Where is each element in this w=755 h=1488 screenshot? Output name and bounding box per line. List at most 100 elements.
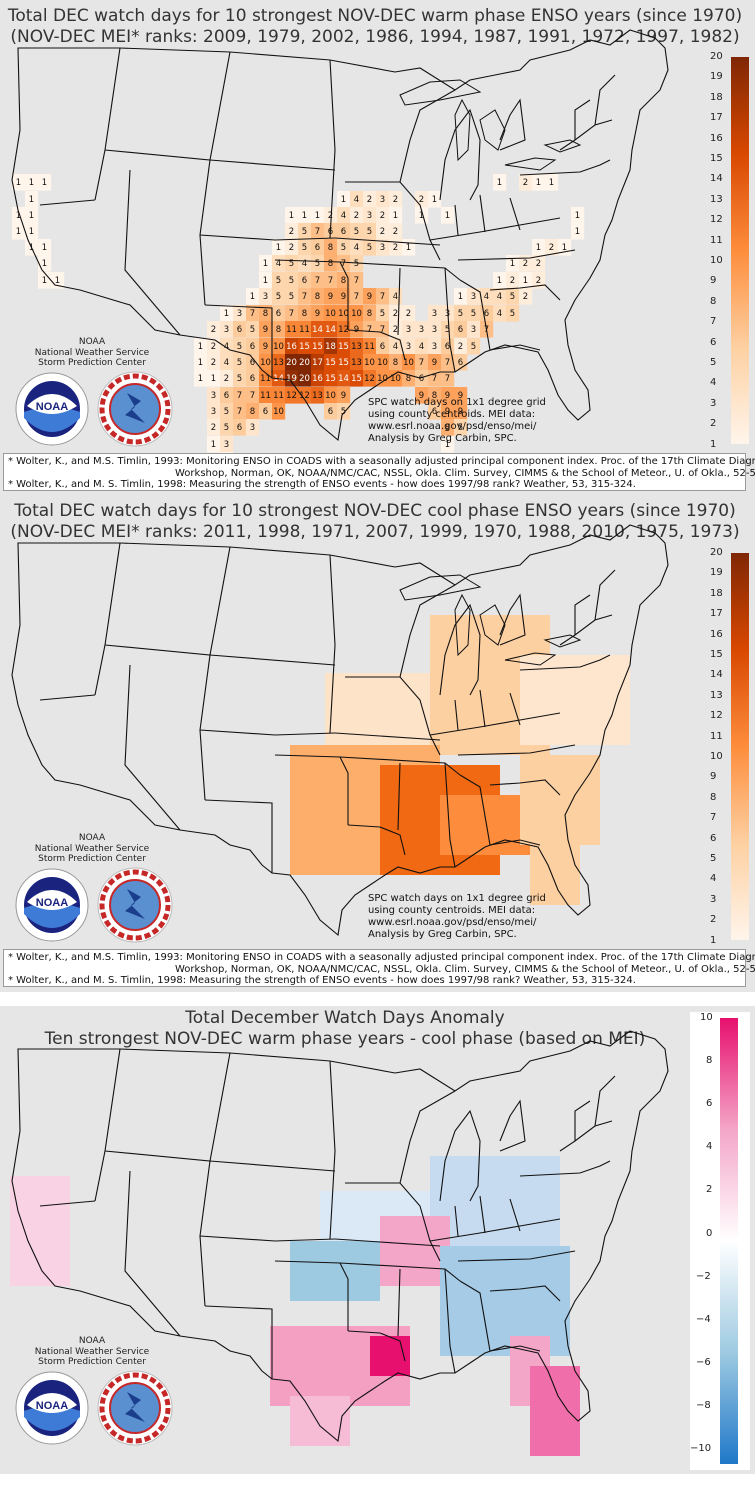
grid-cell-label: 1 <box>562 243 567 253</box>
anomaly-panel-subtitle: Ten strongest NOV-DEC warm phase years -… <box>44 1029 646 1049</box>
grid-cell <box>389 338 403 355</box>
grid-cell-label: 5 <box>367 227 372 237</box>
cool-panel-subtitle: (NOV-DEC MEI* ranks: 2011, 1998, 1971, 2… <box>10 522 740 542</box>
grid-cell-label: 5 <box>354 259 359 269</box>
cb-tick: 15 <box>710 649 723 660</box>
grid-cell <box>389 207 403 224</box>
grid-cell-label: 15 <box>312 342 323 352</box>
grid-cell <box>350 370 364 387</box>
grid-cell-label: 3 <box>250 423 255 433</box>
grid-cell-label: 7 <box>354 276 359 286</box>
grid-cell-label: 10 <box>273 342 284 352</box>
grid-cell <box>428 191 442 208</box>
grid-cell <box>246 419 260 436</box>
logo-caption: NOAA National Weather Service Storm Predic… <box>34 1336 150 1367</box>
cb-tick: 4 <box>710 873 717 885</box>
grid-cell-label: 1 <box>211 374 216 384</box>
grid-cell-label: 3 <box>211 407 216 417</box>
grid-cell-label: 2 <box>380 211 385 221</box>
grid-cell-label: 15 <box>299 342 310 352</box>
grid-cell-label: 2 <box>393 195 398 205</box>
grid-cell <box>311 239 325 256</box>
grid-cell <box>363 223 377 240</box>
anomaly-grid-cells <box>10 1156 580 1456</box>
grid-cell-label: 1 <box>250 292 255 302</box>
grid-cell-label: 1 <box>445 211 450 221</box>
grid-cell <box>337 354 351 371</box>
grid-cell-label: 1 <box>263 259 268 269</box>
grid-cell-label: 2 <box>367 195 372 205</box>
grid-cell <box>376 191 390 208</box>
grid-cell <box>324 321 338 338</box>
grid-cell <box>441 387 455 404</box>
grid-cell-label: 1 <box>523 276 528 286</box>
grid-cell-label: 5 <box>380 309 385 319</box>
grid-cell-label: 5 <box>471 342 476 352</box>
grid-cell <box>376 370 390 387</box>
grid-cell <box>441 370 455 387</box>
grid-cell-label: 5 <box>458 309 463 319</box>
grid-cell-label: 5 <box>341 407 346 417</box>
grid-cell-label: 11 <box>260 374 271 384</box>
cb-tick: 15 <box>710 153 723 164</box>
grid-cell-label: 5 <box>289 276 294 286</box>
grid-cell <box>220 419 234 436</box>
grid-cell <box>428 321 442 338</box>
cool-panel-title: Total DEC watch days for 10 strongest NO… <box>14 501 736 521</box>
grid-cell <box>376 288 390 305</box>
noaa-logo-icon: NOAA <box>15 868 89 942</box>
grid-cell <box>376 305 390 322</box>
grid-cell <box>545 239 559 256</box>
grid-cell-label: 1 <box>536 243 541 253</box>
grid-cell <box>337 403 351 420</box>
cb-tick: 11 <box>710 730 723 742</box>
grid-cell <box>246 354 260 371</box>
grid-cell-label: 7 <box>328 276 333 286</box>
grid-cell <box>25 174 39 191</box>
cb-tick: 16 <box>710 628 723 640</box>
grid-cell-label: 1 <box>263 276 268 286</box>
grid-cell <box>246 370 260 387</box>
grid-cell-label: 1 <box>29 211 34 221</box>
grid-cell-label: 3 <box>432 342 437 352</box>
grid-cell-label: 6 <box>380 342 385 352</box>
grid-cell-label: 4 <box>224 358 229 368</box>
cb-tick: 10 <box>710 751 723 762</box>
grid-cell-label: 1 <box>16 178 21 188</box>
grid-cell <box>220 354 234 371</box>
grid-cell <box>376 207 390 224</box>
grid-cell <box>298 370 312 387</box>
grid-cell-label: 1 <box>42 276 47 286</box>
grid-cell <box>324 338 338 355</box>
grid-cell <box>311 288 325 305</box>
grid-cell <box>207 419 221 436</box>
cb-tick: 2 <box>710 418 717 430</box>
grid-cell-label: 10 <box>325 391 336 401</box>
grid-cell-label: 13 <box>312 391 323 401</box>
grid-cell-label: 2 <box>354 211 359 221</box>
grid-cell-label: 16 <box>286 342 297 352</box>
noaa-logo-icon: NOAA <box>15 1371 89 1445</box>
grid-cell-label: 12 <box>338 325 349 335</box>
shaded-region <box>440 1246 570 1356</box>
grid-cell <box>272 288 286 305</box>
grid-cell <box>259 370 273 387</box>
grid-cell-label: 1 <box>29 178 34 188</box>
grid-cell-label: 1 <box>497 276 502 286</box>
grid-cell <box>311 255 325 272</box>
grid-cell-label: 11 <box>260 391 271 401</box>
grid-cell <box>25 191 39 208</box>
grid-cell <box>324 272 338 289</box>
cb-tick: −4 <box>696 1314 711 1325</box>
grid-cell <box>246 338 260 355</box>
grid-cell <box>337 370 351 387</box>
grid-cell-label: 8 <box>328 243 333 253</box>
grid-cell <box>337 321 351 338</box>
grid-cell-label: 2 <box>510 276 515 286</box>
grid-cell <box>506 288 520 305</box>
grid-cell-label: 5 <box>445 325 450 335</box>
grid-cell-label: 2 <box>536 276 541 286</box>
nws-logo-icon <box>97 867 173 943</box>
grid-cell <box>285 272 299 289</box>
grid-cell <box>428 403 442 420</box>
